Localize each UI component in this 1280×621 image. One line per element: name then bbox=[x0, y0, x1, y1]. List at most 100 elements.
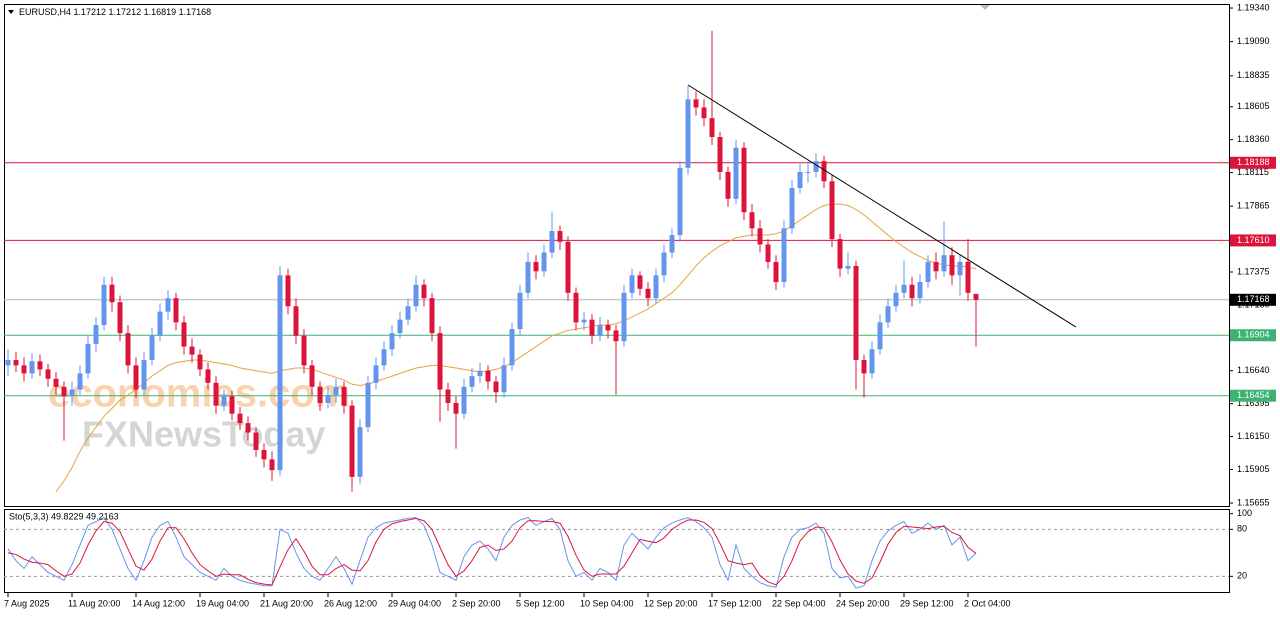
candle-body bbox=[469, 376, 475, 387]
candle-body bbox=[933, 261, 939, 272]
moving-average bbox=[55, 203, 977, 492]
candle-body bbox=[925, 261, 931, 283]
y-tick-label: 1.17375 bbox=[1237, 266, 1270, 276]
candle-body bbox=[413, 284, 419, 307]
candle-body bbox=[677, 167, 683, 236]
candle-body bbox=[901, 284, 907, 293]
y-tick-label: 1.16640 bbox=[1237, 365, 1270, 375]
candle-body bbox=[5, 359, 11, 366]
x-tick-label: 22 Sep 04:00 bbox=[772, 598, 826, 608]
candle-body bbox=[773, 261, 779, 283]
candle-body bbox=[117, 302, 123, 334]
y-tick-label: 1.17865 bbox=[1237, 201, 1270, 211]
candle-body bbox=[845, 265, 851, 269]
candle-body bbox=[805, 171, 811, 173]
candle-body bbox=[357, 427, 363, 477]
level-label: 1.16454 bbox=[1237, 390, 1270, 400]
candle-body bbox=[101, 284, 107, 326]
candle-body bbox=[517, 292, 523, 330]
y-tick-label: 80 bbox=[1237, 524, 1247, 534]
y-tick-label: 1.15905 bbox=[1237, 464, 1270, 474]
candle-body bbox=[741, 147, 747, 213]
candle-body bbox=[605, 325, 611, 331]
candle-body bbox=[109, 284, 115, 303]
candle-body bbox=[829, 181, 835, 240]
candle-body bbox=[717, 136, 723, 172]
candle-body bbox=[213, 382, 219, 406]
candle-body bbox=[125, 333, 131, 366]
candle-body bbox=[21, 365, 27, 374]
stochastic-line bbox=[7, 516, 977, 589]
stochastic-plot bbox=[4, 516, 1229, 589]
x-tick-label: 2 Oct 04:00 bbox=[964, 598, 1011, 608]
x-tick-label: 12 Sep 20:00 bbox=[644, 598, 698, 608]
x-tick-label: 10 Sep 04:00 bbox=[580, 598, 634, 608]
candle-body bbox=[365, 382, 371, 428]
candle-body bbox=[965, 261, 971, 293]
candle-body bbox=[549, 231, 555, 253]
level-label: 1.18188 bbox=[1237, 157, 1270, 167]
candle-body bbox=[437, 333, 443, 390]
main-pane bbox=[4, 4, 1230, 507]
y-tick-label: 1.15655 bbox=[1237, 497, 1270, 507]
candle-body bbox=[949, 255, 955, 276]
candle-body bbox=[581, 319, 587, 323]
candle-body bbox=[525, 261, 531, 293]
candle-body bbox=[45, 369, 51, 379]
level-label-bg bbox=[1230, 234, 1276, 247]
x-tick-label: 11 Aug 20:00 bbox=[68, 598, 120, 608]
candle-body bbox=[261, 449, 267, 460]
candle-body bbox=[453, 402, 459, 414]
candle-body bbox=[789, 188, 795, 229]
candle-body bbox=[725, 171, 731, 199]
x-tick-label: 17 Sep 12:00 bbox=[708, 598, 762, 608]
candle-body bbox=[877, 322, 883, 350]
candle-body bbox=[661, 252, 667, 276]
candle-body bbox=[277, 275, 283, 471]
candle-body bbox=[397, 319, 403, 334]
y-tick-label: 1.19090 bbox=[1237, 36, 1270, 46]
candle-body bbox=[349, 405, 355, 477]
candle-body bbox=[645, 288, 651, 299]
candle-body bbox=[557, 231, 563, 242]
candle-body bbox=[493, 381, 499, 393]
candle-body bbox=[541, 252, 547, 272]
candle-body bbox=[421, 284, 427, 299]
x-tick-label: 7 Aug 2025 bbox=[4, 598, 50, 608]
level-label: 1.16904 bbox=[1237, 330, 1270, 340]
x-tick-label: 5 Sep 12:00 bbox=[516, 598, 565, 608]
candle-body bbox=[269, 459, 275, 471]
candle-body bbox=[245, 423, 251, 433]
candle-body bbox=[181, 322, 187, 347]
candle-body bbox=[301, 335, 307, 366]
candle-body bbox=[861, 359, 867, 374]
candle-body bbox=[293, 306, 299, 336]
candle-body bbox=[813, 161, 819, 172]
candle-body bbox=[917, 282, 923, 299]
candle-body bbox=[973, 293, 979, 300]
candle-body bbox=[189, 346, 195, 355]
candle-body bbox=[669, 235, 675, 253]
candle-body bbox=[749, 212, 755, 229]
candle-body bbox=[381, 349, 387, 366]
candle-body bbox=[573, 292, 579, 323]
candle-body bbox=[29, 361, 35, 374]
x-tick-label: 19 Aug 04:00 bbox=[196, 598, 249, 608]
candle-body bbox=[869, 349, 875, 374]
candle-body bbox=[85, 343, 91, 374]
candle-body bbox=[709, 118, 715, 137]
watermark-text: economies.com bbox=[48, 372, 350, 416]
candle-body bbox=[533, 261, 539, 272]
candle-body bbox=[93, 325, 99, 344]
shift-marker bbox=[980, 5, 990, 10]
candle-body bbox=[341, 386, 347, 406]
y-tick-label: 1.19340 bbox=[1237, 2, 1270, 12]
candle-body bbox=[173, 298, 179, 323]
candle-body bbox=[253, 432, 259, 450]
watermark: economies.com FXNewsToday bbox=[48, 372, 350, 455]
collapse-arrow bbox=[8, 10, 14, 14]
candle-body bbox=[237, 413, 243, 424]
stochastic-line bbox=[7, 517, 977, 586]
candle-body bbox=[509, 329, 515, 366]
